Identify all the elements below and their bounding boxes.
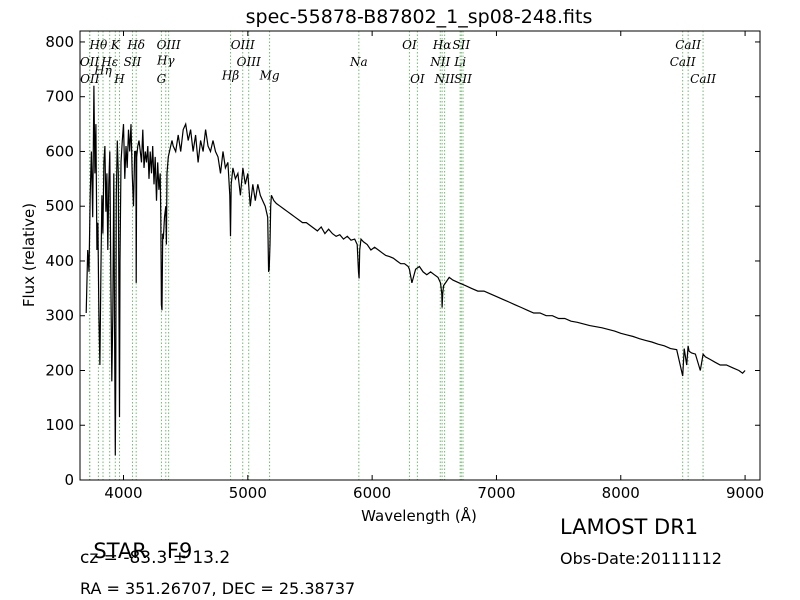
x-tick-label: 6000 bbox=[353, 484, 391, 502]
line-label: OII bbox=[80, 55, 100, 69]
line-label: NII bbox=[429, 55, 450, 69]
line-label: CaII bbox=[670, 55, 696, 69]
line-label: CaII bbox=[675, 38, 701, 52]
x-axis: 4000 5000 6000 7000 8000 9000 bbox=[104, 31, 764, 502]
line-label: Mg bbox=[259, 69, 280, 83]
line-label: Li bbox=[453, 55, 466, 69]
line-label: Hα bbox=[432, 38, 452, 52]
redshift-label: cz = -83.3 ± 13.2 bbox=[80, 548, 231, 568]
class-label: STAR bbox=[93, 539, 147, 563]
x-tick-label: 5000 bbox=[229, 484, 267, 502]
line-label: OI bbox=[410, 72, 425, 86]
subclass-label: F9 bbox=[166, 539, 193, 563]
line-label: K bbox=[110, 38, 121, 52]
line-label: OII bbox=[80, 72, 100, 86]
x-tick-label: 4000 bbox=[104, 484, 142, 502]
y-tick-label: 700 bbox=[45, 88, 74, 106]
line-label: SII bbox=[454, 72, 472, 86]
x-axis-label: Wavelength (Å) bbox=[361, 506, 477, 525]
line-label: G bbox=[157, 72, 167, 86]
chart-title: spec-55878-B87802_1_sp08-248.fits bbox=[246, 6, 593, 28]
object-class: STAR F9 bbox=[80, 515, 192, 563]
line-label: Hγ bbox=[156, 53, 175, 67]
y-tick-label: 100 bbox=[45, 416, 74, 434]
y-tick-label: 400 bbox=[45, 252, 74, 270]
line-markers bbox=[89, 31, 704, 480]
spectrum-line bbox=[85, 85, 746, 456]
y-axis: 0 100 200 300 400 500 600 700 800 bbox=[45, 33, 760, 489]
line-label: Hη bbox=[93, 64, 112, 78]
survey-label: LAMOST DR1 bbox=[560, 515, 699, 539]
line-label: H bbox=[113, 72, 125, 86]
coords-label: RA = 351.26707, DEC = 25.38737 bbox=[80, 579, 356, 598]
plot-frame bbox=[79, 30, 761, 481]
line-label: Na bbox=[349, 55, 368, 69]
line-label: Hβ bbox=[221, 69, 239, 83]
x-tick-label: 9000 bbox=[726, 484, 764, 502]
line-label: SII bbox=[452, 38, 470, 52]
line-label: CaII bbox=[690, 72, 716, 86]
y-tick-label: 200 bbox=[45, 361, 74, 379]
line-label: NII bbox=[434, 72, 455, 86]
line-label: SII bbox=[124, 55, 142, 69]
obs-date-label: Obs-Date:20111112 bbox=[560, 549, 722, 568]
line-label: OI bbox=[402, 38, 417, 52]
line-label: Hθ bbox=[89, 38, 108, 52]
line-label: OIII bbox=[237, 55, 261, 69]
line-label: OIII bbox=[157, 38, 181, 52]
x-tick-label: 7000 bbox=[477, 484, 515, 502]
line-label: Hδ bbox=[126, 38, 145, 52]
y-tick-label: 800 bbox=[45, 33, 74, 51]
y-axis-label: Flux (relative) bbox=[20, 203, 38, 307]
y-tick-label: 0 bbox=[64, 471, 74, 489]
line-label: Hε bbox=[100, 55, 118, 69]
y-tick-label: 300 bbox=[45, 307, 74, 325]
x-tick-label: 8000 bbox=[602, 484, 640, 502]
y-tick-label: 500 bbox=[45, 197, 74, 215]
line-label: OIII bbox=[231, 38, 255, 52]
y-tick-label: 600 bbox=[45, 142, 74, 160]
